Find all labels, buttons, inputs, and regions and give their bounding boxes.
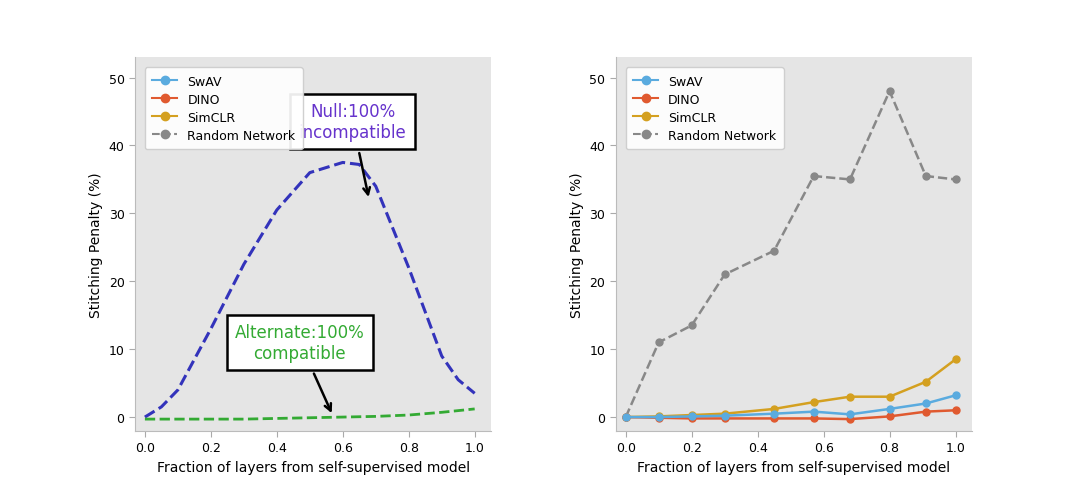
X-axis label: Fraction of layers from self-supervised model: Fraction of layers from self-supervised … [637, 460, 950, 474]
Text: Alternate:100%
compatible: Alternate:100% compatible [235, 323, 365, 411]
Legend: SwAV, DINO, SimCLR, Random Network: SwAV, DINO, SimCLR, Random Network [625, 68, 784, 150]
X-axis label: Fraction of layers from self-supervised model: Fraction of layers from self-supervised … [157, 460, 470, 474]
Y-axis label: Stitching Penalty (%): Stitching Penalty (%) [89, 172, 103, 317]
Legend: SwAV, DINO, SimCLR, Random Network: SwAV, DINO, SimCLR, Random Network [145, 68, 302, 150]
Text: Null:100%
incompatible: Null:100% incompatible [299, 103, 406, 195]
Y-axis label: Stitching Penalty (%): Stitching Penalty (%) [570, 172, 584, 317]
